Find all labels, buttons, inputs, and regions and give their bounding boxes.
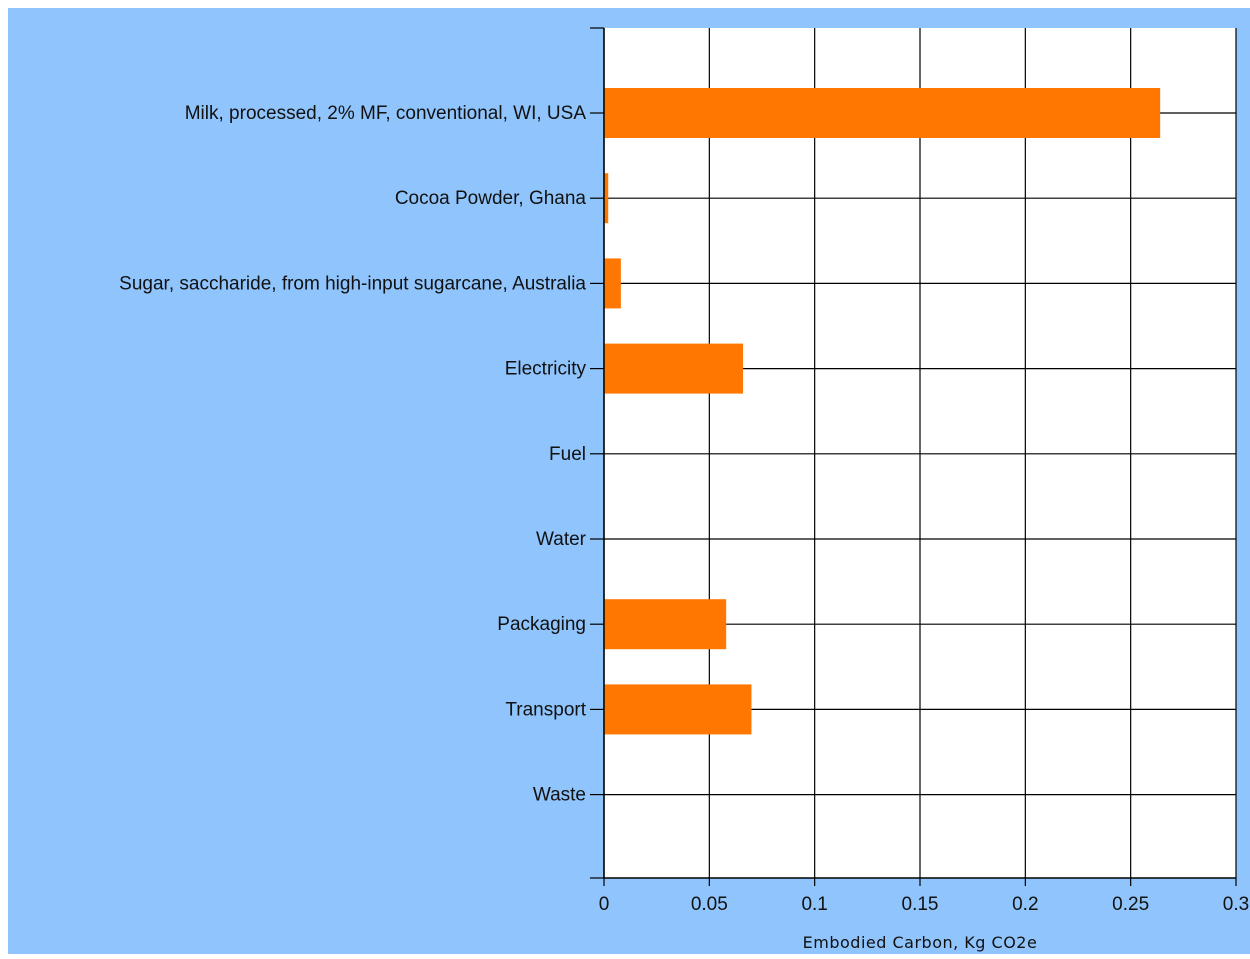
x-tick-label: 0.2 [1012,894,1038,915]
x-axis-title: Embodied Carbon, Kg CO2e [803,933,1038,952]
category-label: Sugar, saccharide, from high-input sugar… [119,273,586,294]
category-label: Waste [533,785,586,806]
category-labels: Milk, processed, 2% MF, conventional, WI… [119,103,587,806]
category-label: Transport [505,699,586,720]
x-tick-labels: 0 0.05 0.1 0.15 0.2 0.25 0.3 [599,894,1250,915]
x-tick-label: 0.1 [801,894,827,915]
bar [604,684,752,735]
category-label: Milk, processed, 2% MF, conventional, WI… [185,103,587,124]
category-label: Cocoa Powder, Ghana [395,188,587,209]
bar [604,173,609,224]
axes [590,27,1237,886]
category-label: Fuel [549,444,586,465]
category-label: Water [536,529,587,550]
bar [604,258,621,309]
bar [604,599,727,650]
bars [604,88,1161,735]
bar [604,88,1161,138]
x-tick-label: 0 [599,894,610,915]
x-tick-label: 0.25 [1112,894,1149,915]
category-label: Electricity [505,359,587,380]
category-label: Packaging [497,614,586,635]
bar [604,343,744,394]
x-tick-label: 0.3 [1223,894,1249,915]
x-tick-label: 0.05 [691,894,728,915]
x-tick-label: 0.15 [902,894,939,915]
